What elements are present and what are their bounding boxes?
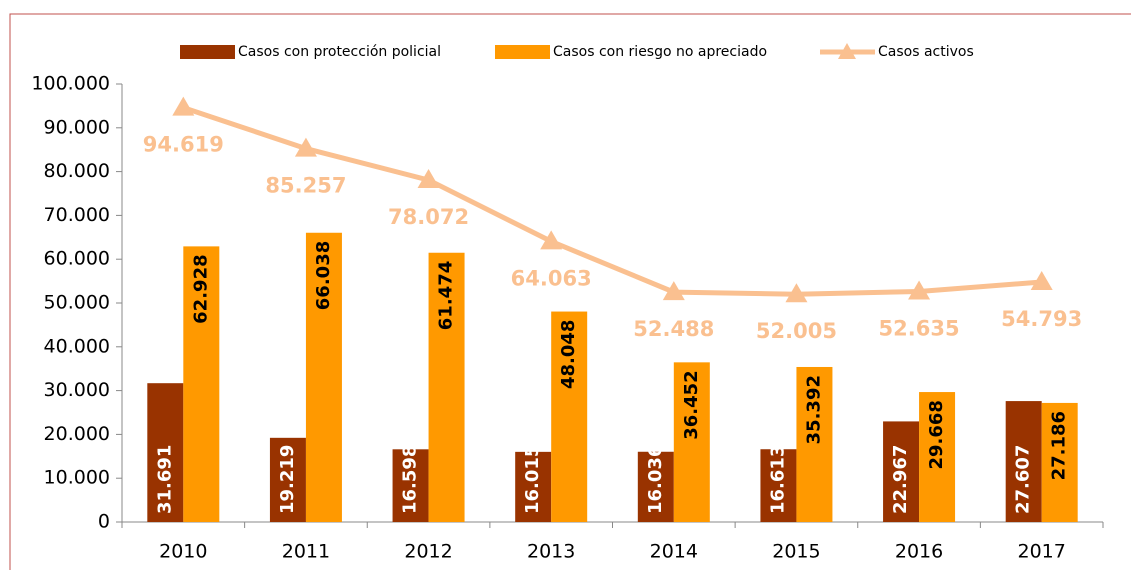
x-tick-label: 2017	[1018, 541, 1066, 563]
legend-label: Casos con riesgo no apreciado	[553, 44, 767, 60]
line-value-label: 54.793	[1001, 307, 1082, 331]
legend-swatch	[495, 45, 550, 59]
line-value-label: 78.072	[388, 205, 469, 229]
bar	[183, 246, 220, 522]
line-value-label: 64.063	[511, 266, 592, 290]
legend-swatch	[838, 43, 856, 59]
x-tick-label: 2014	[650, 541, 698, 563]
bar-value-label: 16.036	[645, 445, 666, 514]
line-marker	[785, 283, 808, 303]
bar-value-label: 22.967	[890, 445, 911, 514]
legend-swatch	[180, 45, 235, 59]
line-value-label: 52.005	[756, 319, 837, 343]
bar-value-label: 29.668	[926, 400, 947, 469]
bar-value-label: 27.607	[1013, 445, 1034, 514]
bar	[760, 449, 797, 522]
y-tick-label: 90.000	[44, 116, 110, 138]
y-tick-label: 100.000	[31, 73, 110, 95]
bar	[1005, 401, 1042, 522]
x-tick-label: 2010	[159, 541, 207, 563]
line-marker	[294, 137, 317, 157]
bar	[919, 392, 956, 522]
frame	[9, 13, 1131, 570]
line-marker	[172, 96, 195, 116]
x-tick-label: 2013	[527, 541, 575, 563]
bar-value-label: 48.048	[558, 320, 579, 389]
bar	[392, 449, 429, 522]
line-value-label: 52.635	[879, 316, 960, 340]
bar	[637, 451, 674, 522]
x-tick-label: 2012	[404, 541, 452, 563]
y-tick-label: 60.000	[44, 248, 110, 270]
line-marker	[1030, 271, 1053, 291]
bar-value-label: 27.186	[1049, 411, 1070, 480]
bar-value-label: 16.015	[522, 445, 543, 514]
y-tick-label: 20.000	[44, 423, 110, 445]
y-tick-label: 40.000	[44, 335, 110, 357]
y-tick-label: 10.000	[44, 467, 110, 489]
bar-value-label: 35.392	[803, 375, 824, 444]
bar	[428, 252, 465, 522]
bar-value-label: 31.691	[154, 445, 175, 514]
y-tick-label: 80.000	[44, 160, 110, 182]
bar-value-label: 62.928	[190, 254, 211, 323]
x-tick-label: 2015	[772, 541, 820, 563]
y-tick-label: 30.000	[44, 379, 110, 401]
y-tick-label: 70.000	[44, 204, 110, 226]
bar	[305, 232, 342, 523]
line-marker	[908, 280, 931, 300]
bar	[673, 362, 710, 522]
bar	[147, 383, 184, 522]
y-tick-label: 0	[98, 511, 110, 533]
legend-label: Casos con protección policial	[238, 44, 441, 60]
line-value-label: 52.488	[633, 317, 714, 341]
bar	[1041, 402, 1078, 522]
line-value-label: 94.619	[143, 133, 224, 157]
x-tick-label: 2011	[282, 541, 330, 563]
bar	[551, 311, 588, 522]
line-marker	[417, 169, 440, 189]
bar	[796, 366, 833, 522]
bar	[269, 437, 306, 522]
bar	[515, 451, 552, 522]
legend-label: Casos activos	[878, 44, 974, 60]
line-marker	[540, 230, 563, 250]
bar	[883, 421, 920, 522]
line-marker	[662, 281, 685, 301]
y-tick-label: 50.000	[44, 292, 110, 314]
bar-value-label: 66.038	[313, 241, 334, 310]
bar-value-label: 16.613	[767, 445, 788, 514]
bar-value-label: 16.598	[400, 445, 421, 514]
bar-value-label: 36.452	[681, 370, 702, 439]
line	[182, 105, 1042, 297]
line-value-label: 85.257	[265, 174, 346, 198]
bar-value-label: 19.219	[277, 445, 298, 514]
bar-value-label: 61.474	[436, 261, 457, 330]
x-tick-label: 2016	[895, 541, 943, 563]
